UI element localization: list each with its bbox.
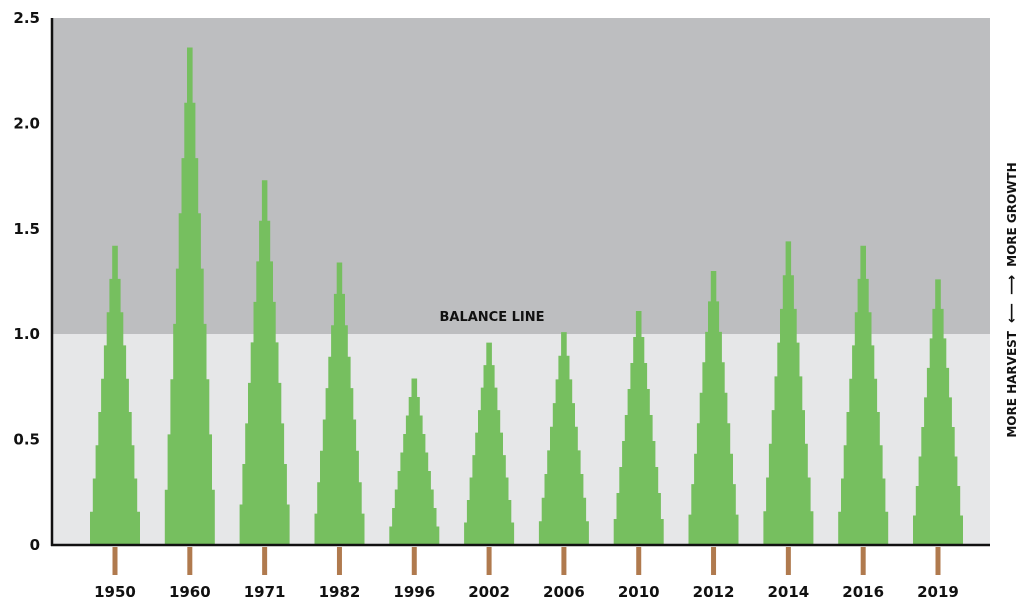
y-tick-label: 2.5 bbox=[13, 9, 40, 27]
x-axis-ticks: 1950 1960 1971 1982 1996 2002 2006 2010 2012 2014… bbox=[94, 583, 959, 601]
tree-bars bbox=[90, 47, 963, 575]
tree-bar-2014 bbox=[763, 241, 814, 545]
tree-bar-2019 bbox=[913, 279, 963, 545]
tree-trunk bbox=[336, 547, 342, 575]
x-tick-label: 2006 bbox=[543, 583, 585, 601]
x-tick-label: 1982 bbox=[319, 583, 361, 601]
x-tick-label: 2019 bbox=[917, 583, 959, 601]
arrow-right-icon: ⟶ bbox=[1004, 274, 1020, 295]
more-harvest-label: MORE HARVEST bbox=[1005, 331, 1019, 438]
y-tick-label: 2.0 bbox=[13, 114, 40, 132]
x-tick-label: 1950 bbox=[94, 583, 136, 601]
tree-trunk bbox=[561, 547, 567, 575]
tree-bar-1971 bbox=[239, 180, 290, 546]
arrow-left-icon: ⟵ bbox=[1004, 302, 1020, 324]
y-tick-label: 1.5 bbox=[13, 220, 40, 238]
tree-bar-1960 bbox=[164, 47, 215, 545]
tree-bar-2006 bbox=[538, 332, 589, 545]
x-tick-label: 1971 bbox=[244, 583, 286, 601]
tree-bar-2016 bbox=[838, 245, 889, 545]
tree-trunk bbox=[486, 547, 492, 575]
tree-trunk bbox=[785, 547, 791, 575]
tree-bar-1950 bbox=[90, 245, 140, 545]
y-tick-label: 0 bbox=[30, 536, 40, 554]
y-tick-label: 1.0 bbox=[13, 325, 40, 343]
y-tick-label: 0.5 bbox=[13, 431, 40, 449]
x-tick-label: 2014 bbox=[767, 583, 809, 601]
tree-trunk bbox=[187, 547, 193, 575]
tree-trunk bbox=[711, 547, 717, 575]
x-tick-label: 2002 bbox=[468, 583, 510, 601]
tree-bar-2010 bbox=[613, 311, 664, 545]
x-tick-label: 2012 bbox=[693, 583, 735, 601]
tree-trunk bbox=[112, 547, 118, 575]
x-tick-label: 2016 bbox=[842, 583, 884, 601]
tree-bar-2012 bbox=[688, 271, 739, 545]
y-axis-ticks: 0 0.5 1.0 1.5 2.0 2.5 bbox=[13, 9, 40, 554]
tree-trunk bbox=[935, 547, 941, 575]
balance-line-label: BALANCE LINE bbox=[439, 310, 544, 325]
tree-trunk bbox=[860, 547, 866, 575]
tree-bar-1996 bbox=[389, 378, 440, 545]
tree-trunk bbox=[411, 547, 417, 575]
more-growth-label: MORE GROWTH bbox=[1005, 162, 1019, 267]
tree-bar-1982 bbox=[314, 262, 365, 545]
x-tick-label: 1960 bbox=[169, 583, 211, 601]
x-tick-label: 2010 bbox=[618, 583, 660, 601]
tree-trunk bbox=[262, 547, 268, 575]
tree-bar-2002 bbox=[464, 342, 515, 545]
more-growth-band bbox=[52, 18, 990, 335]
tree-trunk bbox=[636, 547, 642, 575]
x-tick-label: 1996 bbox=[393, 583, 435, 601]
